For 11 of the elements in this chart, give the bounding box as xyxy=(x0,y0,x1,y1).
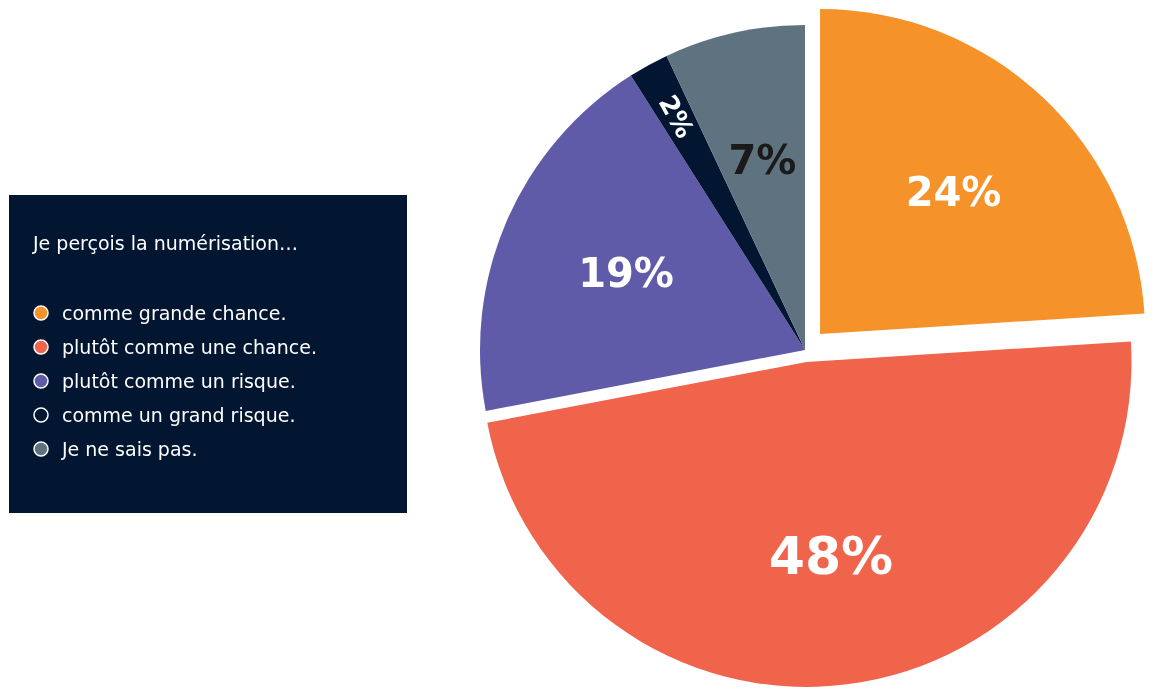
data-label: 2% xyxy=(652,89,701,144)
legend-label: plutôt comme une chance. xyxy=(62,335,317,358)
legend-label: plutôt comme un risque. xyxy=(62,369,296,392)
data-label: 19% xyxy=(578,249,674,296)
data-label: 24% xyxy=(905,168,1002,215)
legend-label: comme grande chance. xyxy=(62,301,287,324)
data-label: 7% xyxy=(728,136,797,183)
legend-title: Je perçois la numérisation… xyxy=(32,232,299,254)
legend-label: Je ne sais pas. xyxy=(61,437,198,460)
legend-label: comme un grand risque. xyxy=(62,403,296,426)
data-label: 48% xyxy=(768,525,894,586)
